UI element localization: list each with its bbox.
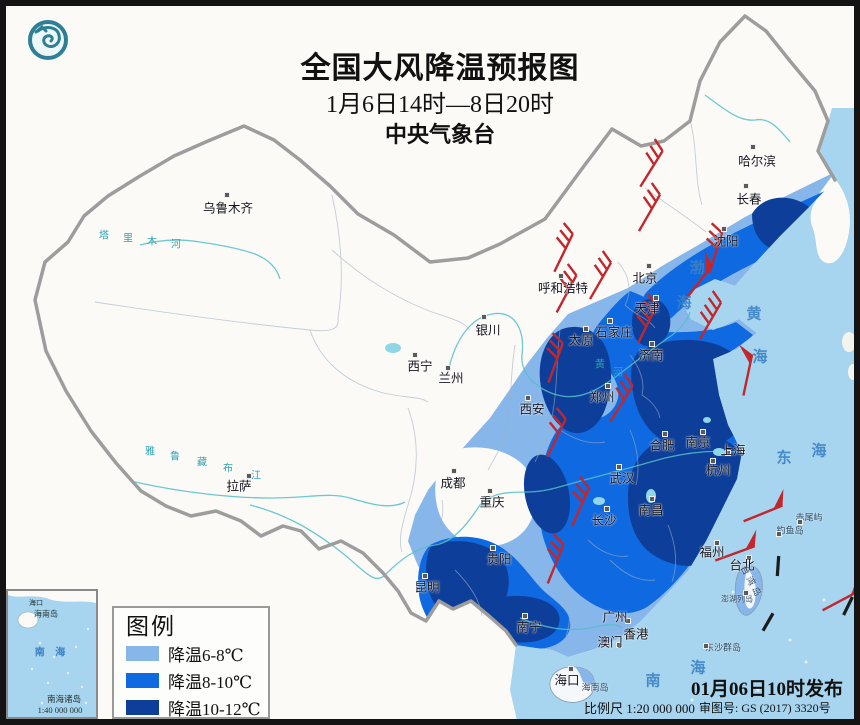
legend-box: 图例 降温6-8℃ 降温8-10℃ 降温10-12℃ <box>112 606 270 719</box>
japan-island <box>842 332 856 352</box>
inset-hainan-label: 海南岛 <box>34 609 58 619</box>
wind-barb-icon <box>698 290 723 340</box>
title-block: 全国大风降温预报图 1月6日14时—8日20时 中央气象台 <box>10 52 860 149</box>
wind-barb-icon <box>546 533 565 584</box>
wind-barb-icon <box>555 263 578 313</box>
inset-islands-label: 南海诸岛 <box>46 694 82 704</box>
weather-dragon-logo-icon <box>26 18 70 62</box>
cooling-10-12-hubei <box>523 454 571 534</box>
wind-barb-icon <box>570 476 591 527</box>
legend-label: 降温10-12℃ <box>168 700 261 719</box>
map-valid-period: 1月6日14时—8日20时 <box>326 92 554 118</box>
boundary-dash <box>775 555 781 577</box>
korea-peninsula <box>810 180 850 264</box>
map-title: 全国大风降温预报图 <box>300 52 580 85</box>
boundary-dash-layer <box>761 555 854 632</box>
inset-sea-label: 南 海 <box>34 647 70 659</box>
wind-barb-icon <box>705 222 724 274</box>
hainan-cooling-edge <box>575 667 595 686</box>
province-borders <box>94 119 707 637</box>
boundary-dash <box>842 596 854 616</box>
legend-item: 降温10-12℃ <box>126 694 261 721</box>
wind-barb-icon <box>639 138 664 188</box>
wind-barb-icon <box>822 574 860 612</box>
wind-barb-icon <box>636 293 658 344</box>
inset-map <box>8 591 96 705</box>
sichuan-basin-gap <box>435 447 536 547</box>
boundary-dash <box>761 612 775 632</box>
legend-swatch <box>126 700 159 715</box>
legend-item: 降温8-10℃ <box>126 667 258 694</box>
legend-title: 图例 <box>126 614 176 639</box>
wind-barb-icon <box>546 407 567 458</box>
wind-barb-layer <box>546 138 860 612</box>
sea-area <box>510 108 860 725</box>
wind-barb-icon <box>738 344 754 396</box>
wind-barb-icon <box>546 332 564 384</box>
wind-barb-icon <box>609 373 634 423</box>
legend-label: 降温6-8℃ <box>168 646 244 665</box>
wind-barb-icon <box>637 182 662 232</box>
legend-swatch <box>126 646 159 661</box>
inset-haikou-label: 海口 <box>29 599 43 607</box>
wind-barb-icon <box>588 250 613 300</box>
legend-item: 降温6-8℃ <box>126 640 258 667</box>
inset-scale-label: 1:40 000 000 <box>37 705 83 715</box>
wind-barb-icon <box>553 222 574 273</box>
issuing-agency: 中央气象台 <box>384 122 495 147</box>
wind-barb-icon <box>685 250 714 300</box>
taiwan-ridge <box>744 570 756 609</box>
national-border <box>33 14 837 647</box>
legend-label: 降温8-10℃ <box>168 673 253 692</box>
legend-items: 降温6-8℃ 降温8-10℃ 降温10-12℃ <box>126 640 261 721</box>
small-islands <box>690 590 826 702</box>
south-china-sea-inset: 海口 海南岛 南 海 南海诸岛 1:40 000 000 <box>6 589 98 719</box>
legend-swatch <box>126 673 159 688</box>
rivers <box>134 94 791 631</box>
japan-island-2 <box>848 364 858 380</box>
